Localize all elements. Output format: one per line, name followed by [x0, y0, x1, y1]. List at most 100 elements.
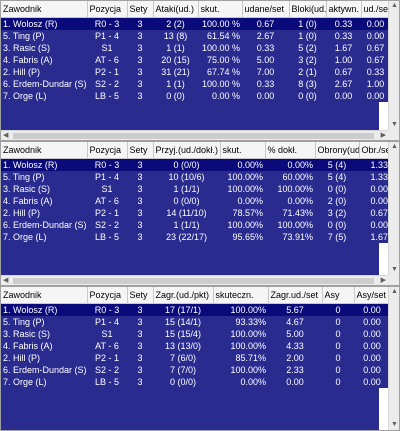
- player-name-cell: 6. Erdem-Dundar (S): [1, 364, 87, 376]
- col-header[interactable]: Zawodnik: [1, 1, 88, 18]
- scroll-right-icon[interactable]: ▶: [380, 132, 386, 139]
- player-name-cell: 7. Orge (L): [1, 376, 87, 388]
- table-cell: 23 (22/17): [153, 231, 220, 243]
- table-cell: P1 - 4: [87, 30, 127, 42]
- col-header[interactable]: Zawodnik: [1, 142, 88, 159]
- horizontal-scrollbar[interactable]: ◀ ▶: [1, 130, 388, 140]
- table-row[interactable]: 5. Ting (P) P1 - 4 3 10 (10/6) 100.00% 60.00%…: [1, 171, 390, 183]
- col-header[interactable]: Pozycja: [87, 287, 128, 304]
- col-header[interactable]: Asy: [322, 287, 355, 304]
- scroll-down-icon[interactable]: ▼: [391, 421, 398, 428]
- col-header[interactable]: % dokł.: [265, 142, 316, 159]
- col-header[interactable]: skut.: [220, 142, 266, 159]
- table-row[interactable]: 4. Fabris (A) AT - 6 3 20 (15) 75.00 % 5.00 3 …: [1, 54, 390, 66]
- col-header[interactable]: Przyj.(ud./dokł.): [153, 142, 221, 159]
- table-cell: 0: [322, 340, 354, 352]
- table-row[interactable]: 2. Hill (P) P2 - 1 3 14 (11/10) 78.57% 71.43%…: [1, 207, 390, 219]
- attack-stats-grid[interactable]: Zawodnik Pozycja Sety Ataki(ud.) skut. u…: [1, 1, 390, 140]
- table-row[interactable]: 1. Wolosz (R) R0 - 3 3 17 (17/1) 100.00% 5.67…: [1, 303, 390, 316]
- table-cell: 0 (0): [315, 219, 359, 231]
- table-row[interactable]: 3. Rasic (S) S1 3 1 (1/1) 100.00% 100.00% 0 (0…: [1, 183, 390, 195]
- table-cell: 0.00: [361, 17, 390, 30]
- table-cell: P2 - 1: [87, 66, 127, 78]
- vertical-scrollbar[interactable]: ▲ ▼: [388, 142, 399, 275]
- serve-stats-panel: Zawodnik Pozycja Sety Zagr.(ud./pkt) sku…: [0, 286, 400, 431]
- col-header[interactable]: Pozycja: [87, 1, 128, 18]
- table-cell: 3: [127, 42, 153, 54]
- table-cell: 0 (0): [315, 183, 359, 195]
- table-cell: 2 (2): [153, 17, 198, 30]
- table-cell: 5.00: [242, 54, 289, 66]
- col-header[interactable]: Zagr.(ud./pkt): [153, 287, 214, 304]
- reception-stats-grid[interactable]: Zawodnik Pozycja Sety Przyj.(ud./dokł.) …: [1, 142, 390, 285]
- table-cell: 0.00: [354, 328, 390, 340]
- player-name-cell: 4. Fabris (A): [1, 54, 87, 66]
- table-row[interactable]: 7. Orge (L) LB - 5 3 23 (22/17) 95.65% 73.91%…: [1, 231, 390, 243]
- vertical-scrollbar[interactable]: ▲ ▼: [388, 1, 399, 130]
- table-cell: 2.33: [268, 364, 322, 376]
- table-cell: 1.67: [326, 42, 361, 54]
- table-cell: 0.00: [359, 195, 390, 207]
- table-cell: 71.43%: [265, 207, 315, 219]
- col-header[interactable]: skuteczn.: [213, 287, 269, 304]
- table-cell: 0 (0): [153, 90, 198, 102]
- col-header[interactable]: Obr./set: [359, 142, 390, 159]
- table-cell: 0 (0): [289, 90, 326, 102]
- col-header[interactable]: Sety: [127, 1, 154, 18]
- scroll-left-icon[interactable]: ◀: [3, 132, 9, 139]
- horizontal-scrollbar[interactable]: ◀ ▶: [1, 275, 388, 285]
- table-row[interactable]: 5. Ting (P) P1 - 4 3 13 (8) 61.54 % 2.67 1 (0)…: [1, 30, 390, 42]
- table-row[interactable]: 2. Hill (P) P2 - 1 3 31 (21) 67.74 % 7.00 2 (1…: [1, 66, 390, 78]
- serve-stats-grid[interactable]: Zawodnik Pozycja Sety Zagr.(ud./pkt) sku…: [1, 287, 390, 430]
- empty-grid-area: [1, 243, 379, 275]
- col-header[interactable]: aktywn.: [326, 1, 362, 18]
- col-header[interactable]: udane/set: [242, 1, 290, 18]
- scroll-up-icon[interactable]: ▲: [391, 143, 398, 150]
- col-header[interactable]: Obrony(ud.): [315, 142, 360, 159]
- scroll-up-icon[interactable]: ▲: [391, 2, 398, 9]
- table-cell: 3: [127, 352, 153, 364]
- scroll-down-icon[interactable]: ▼: [391, 121, 398, 128]
- col-header[interactable]: ud./set: [361, 1, 390, 18]
- table-cell: 3: [127, 340, 153, 352]
- table-cell: 0: [322, 376, 354, 388]
- col-header[interactable]: Asy/set: [354, 287, 390, 304]
- reception-stats-table: Zawodnik Pozycja Sety Przyj.(ud./dokł.) …: [1, 142, 390, 243]
- vertical-scrollbar[interactable]: ▲ ▼: [388, 287, 399, 430]
- empty-grid-area: [1, 102, 379, 130]
- table-cell: S1: [87, 42, 127, 54]
- col-header[interactable]: Zagr.ud./set: [268, 287, 323, 304]
- scroll-left-icon[interactable]: ◀: [3, 277, 9, 284]
- scroll-down-icon[interactable]: ▼: [391, 266, 398, 273]
- table-row[interactable]: 4. Fabris (A) AT - 6 3 13 (13/0) 100.00% 4.33…: [1, 340, 390, 352]
- player-name-cell: 7. Orge (L): [1, 231, 87, 243]
- table-cell: 0.00: [326, 90, 361, 102]
- horizontal-scroll-thumb[interactable]: [13, 133, 374, 139]
- table-row[interactable]: 3. Rasic (S) S1 3 15 (15/4) 100.00% 5.00 0 0.00: [1, 328, 390, 340]
- table-cell: 0: [322, 303, 354, 316]
- col-header[interactable]: Sety: [127, 142, 154, 159]
- col-header[interactable]: Zawodnik: [1, 287, 88, 304]
- player-name-cell: 6. Erdem-Dundar (S): [1, 219, 87, 231]
- horizontal-scroll-thumb[interactable]: [13, 278, 374, 284]
- col-header[interactable]: skut.: [198, 1, 243, 18]
- col-header[interactable]: Sety: [127, 287, 154, 304]
- table-cell: 5 (4): [315, 158, 359, 171]
- table-row[interactable]: 3. Rasic (S) S1 3 1 (1) 100.00 % 0.33 5 (2) 1.6…: [1, 42, 390, 54]
- col-header[interactable]: Pozycja: [87, 142, 128, 159]
- scroll-right-icon[interactable]: ▶: [380, 277, 386, 284]
- col-header[interactable]: Bloki(ud.): [289, 1, 327, 18]
- col-header[interactable]: Ataki(ud.): [153, 1, 199, 18]
- player-name-cell: 1. Wolosz (R): [1, 303, 87, 316]
- scroll-up-icon[interactable]: ▲: [391, 288, 398, 295]
- table-row[interactable]: 5. Ting (P) P1 - 4 3 15 (14/1) 93.33% 4.67 0 0.…: [1, 316, 390, 328]
